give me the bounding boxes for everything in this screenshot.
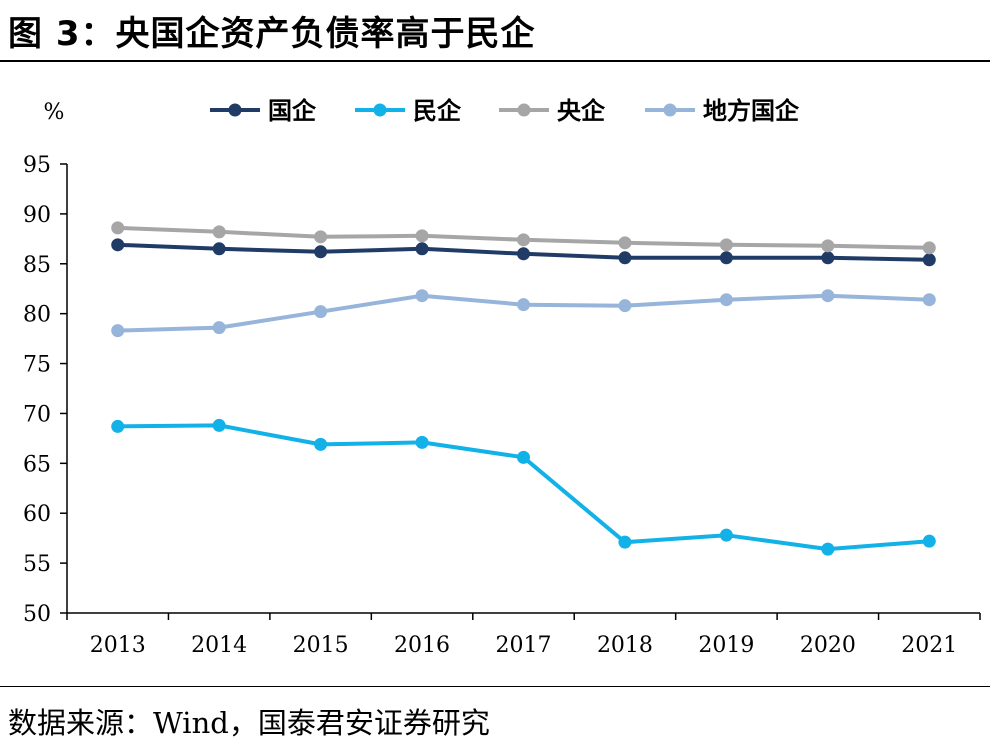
- legend-item: 国企: [210, 97, 317, 125]
- series-layer: [111, 221, 936, 556]
- data-point: [618, 535, 632, 549]
- y-axis: 50 55 60 65 70 75 80 85 90 95: [23, 153, 68, 627]
- y-tick-label: 75: [23, 353, 51, 378]
- x-axis: 2013 2014 2015 2016 2017 2018 2019 2020 2021: [66, 612, 981, 658]
- y-tick-label: 95: [23, 153, 51, 178]
- legend-item: 央企: [499, 97, 606, 125]
- legend-label: 央企: [557, 97, 606, 125]
- y-tick-label: 80: [23, 303, 51, 328]
- data-point: [618, 299, 632, 313]
- data-point: [212, 321, 226, 335]
- data-point: [922, 534, 936, 548]
- data-point: [212, 418, 226, 432]
- data-point: [415, 289, 429, 303]
- legend: 国企 民企 央企 地方国企: [210, 97, 800, 125]
- data-point: [111, 324, 125, 338]
- data-point: [415, 242, 429, 256]
- data-point: [821, 542, 835, 556]
- data-point: [111, 238, 125, 252]
- x-tick-label: 2018: [597, 633, 653, 658]
- data-point: [821, 251, 835, 265]
- data-point: [314, 305, 328, 319]
- legend-item: 民企: [355, 97, 462, 125]
- data-point: [719, 293, 733, 307]
- data-point: [922, 293, 936, 307]
- data-point: [719, 251, 733, 265]
- data-point: [821, 239, 835, 253]
- x-tick-label: 2017: [496, 633, 552, 658]
- x-tick-label: 2016: [394, 633, 450, 658]
- legend-label: 地方国企: [703, 97, 800, 125]
- x-tick-label: 2019: [698, 633, 754, 658]
- y-tick-label: 85: [23, 253, 51, 278]
- data-point: [111, 419, 125, 433]
- data-point: [314, 245, 328, 259]
- legend-marker: [228, 103, 242, 117]
- legend-marker: [517, 103, 531, 117]
- y-tick-label: 50: [23, 602, 51, 627]
- data-point: [821, 289, 835, 303]
- x-tick-label: 2021: [901, 633, 957, 658]
- legend-marker: [663, 103, 677, 117]
- source-note: 数据来源：Wind，国泰君安证券研究: [8, 706, 490, 740]
- x-tick-label: 2013: [90, 633, 146, 658]
- data-point: [517, 247, 530, 261]
- series-2: [111, 418, 936, 556]
- legend-marker: [373, 103, 387, 117]
- legend-item: 地方国企: [645, 97, 800, 125]
- data-point: [517, 450, 530, 464]
- data-point: [517, 233, 530, 247]
- data-point: [415, 229, 429, 243]
- x-tick-label: 2014: [191, 633, 247, 658]
- y-tick-label: 55: [23, 552, 51, 577]
- x-tick-label: 2020: [800, 633, 856, 658]
- data-point: [415, 435, 429, 449]
- bottom-rule: [0, 686, 990, 687]
- y-axis-unit-label: %: [44, 100, 65, 125]
- y-tick-label: 90: [23, 203, 51, 228]
- data-point: [719, 528, 733, 542]
- series-3: [111, 221, 936, 255]
- series-1: [111, 238, 936, 267]
- data-point: [314, 230, 328, 244]
- data-point: [719, 238, 733, 252]
- data-point: [212, 225, 226, 239]
- x-tick-label: 2015: [293, 633, 349, 658]
- data-point: [517, 298, 530, 312]
- data-point: [922, 253, 936, 267]
- y-tick-label: 60: [23, 502, 51, 527]
- top-rule: [0, 60, 990, 62]
- data-point: [111, 221, 125, 235]
- data-point: [618, 251, 632, 265]
- y-tick-label: 70: [23, 402, 51, 427]
- figure-title: 图 3：央国企资产负债率高于民企: [8, 14, 536, 54]
- data-point: [212, 242, 226, 256]
- data-point: [314, 437, 328, 451]
- y-tick-label: 65: [23, 452, 51, 477]
- legend-label: 国企: [268, 97, 317, 125]
- data-point: [922, 241, 936, 255]
- series-4: [111, 289, 936, 338]
- series-line: [117, 423, 930, 552]
- data-point: [618, 236, 632, 250]
- legend-label: 民企: [413, 97, 462, 125]
